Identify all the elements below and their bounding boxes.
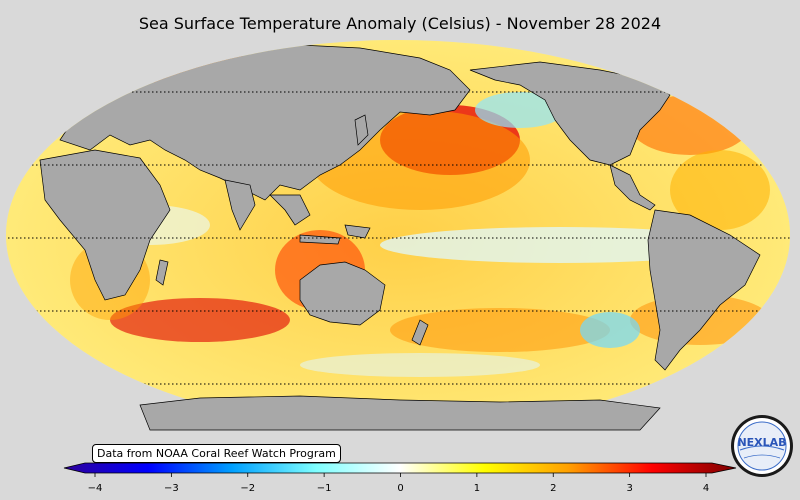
australia-landmass — [299, 261, 386, 326]
land-layer — [39, 40, 761, 371]
nexlab-logo: NEXLAB — [731, 415, 793, 477]
africa-landmass — [39, 149, 171, 301]
colorbar-tick-label: 1 — [473, 483, 481, 494]
ocean-layer — [6, 40, 790, 430]
logo-text: NEXLAB — [737, 436, 786, 449]
colorbar-tick-label: 3 — [626, 483, 633, 494]
antarctica-landmass — [139, 395, 661, 431]
south-america-landmass — [647, 209, 761, 371]
data-source-note: Data from NOAA Coral Reef Watch Program — [92, 444, 341, 463]
india-landmass — [224, 179, 256, 231]
colorbar-gradient — [63, 462, 737, 474]
colorbar-tick-label: −1 — [316, 483, 332, 494]
colorbar-tick-label: 2 — [550, 483, 557, 494]
map-title: Sea Surface Temperature Anomaly (Celsius… — [138, 14, 662, 33]
colorbar-tick-label: −4 — [87, 483, 103, 494]
colorbar-tick-label: −3 — [164, 483, 179, 494]
southeast-asia-landmass — [269, 194, 311, 226]
colorbar-tick-label: −2 — [240, 483, 256, 494]
colorbar-tick-label: 0 — [397, 483, 404, 494]
colorbar-tick-label: 4 — [702, 483, 710, 494]
